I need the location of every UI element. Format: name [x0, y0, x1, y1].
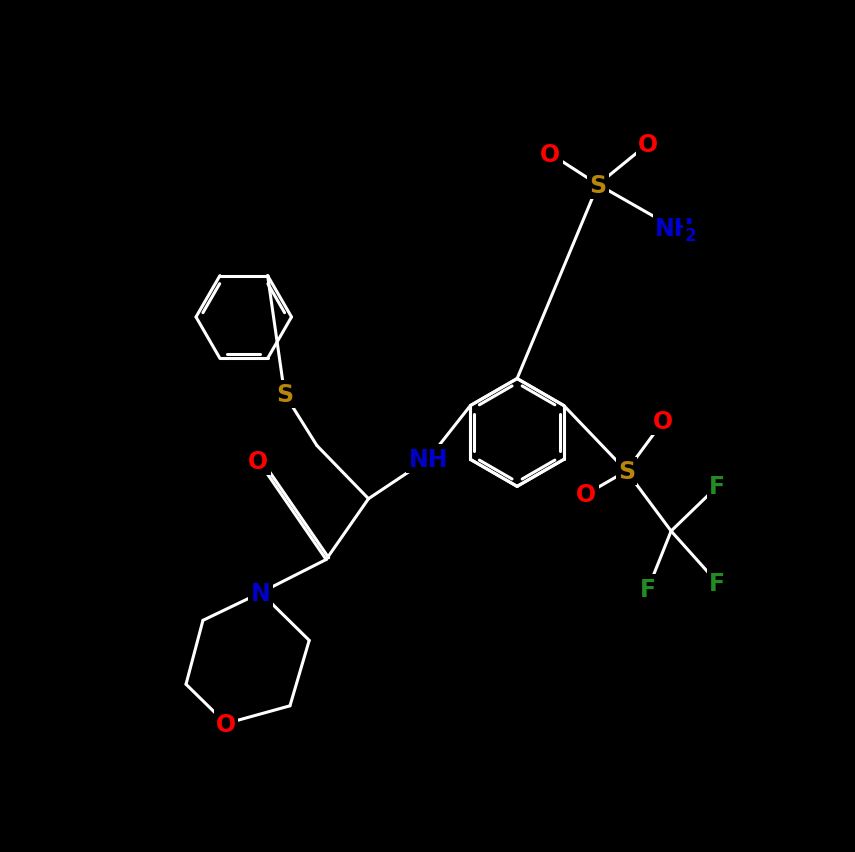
- Text: S: S: [276, 383, 293, 406]
- Text: NH: NH: [655, 217, 695, 241]
- Text: S: S: [618, 459, 635, 483]
- Text: O: O: [540, 142, 560, 166]
- Text: O: O: [638, 133, 658, 157]
- Text: F: F: [710, 571, 725, 595]
- Text: O: O: [248, 449, 268, 474]
- Text: F: F: [710, 475, 725, 498]
- Text: 2: 2: [685, 227, 696, 245]
- Text: NH: NH: [409, 447, 448, 471]
- Text: O: O: [653, 410, 674, 434]
- Text: F: F: [640, 577, 656, 601]
- Text: N: N: [251, 581, 270, 605]
- Text: S: S: [589, 173, 606, 198]
- Text: O: O: [216, 711, 236, 735]
- Text: O: O: [576, 482, 597, 506]
